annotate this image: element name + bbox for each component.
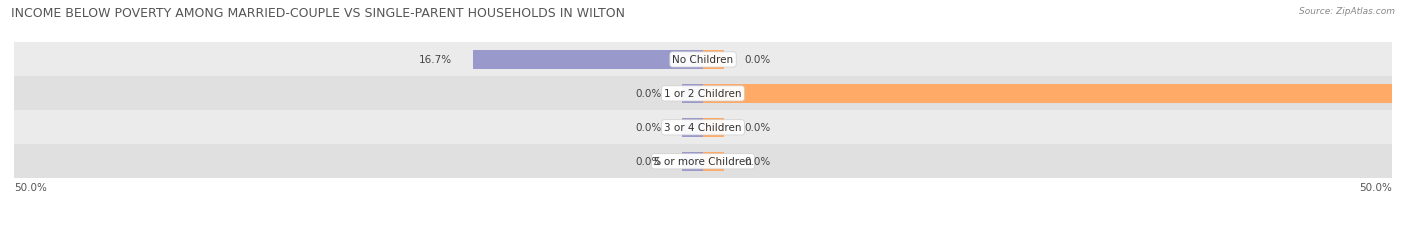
Text: 5 or more Children: 5 or more Children <box>654 157 752 167</box>
Text: 3 or 4 Children: 3 or 4 Children <box>664 123 742 133</box>
Text: 0.0%: 0.0% <box>636 123 662 133</box>
Text: 0.0%: 0.0% <box>744 55 770 65</box>
Text: 16.7%: 16.7% <box>419 55 453 65</box>
Text: INCOME BELOW POVERTY AMONG MARRIED-COUPLE VS SINGLE-PARENT HOUSEHOLDS IN WILTON: INCOME BELOW POVERTY AMONG MARRIED-COUPL… <box>11 7 626 20</box>
Text: 50.0%: 50.0% <box>14 182 46 192</box>
Text: 1 or 2 Children: 1 or 2 Children <box>664 89 742 99</box>
Bar <box>703 51 724 70</box>
Text: No Children: No Children <box>672 55 734 65</box>
Text: 50.0%: 50.0% <box>1360 182 1392 192</box>
Bar <box>14 77 1392 111</box>
Text: 0.0%: 0.0% <box>744 157 770 167</box>
Bar <box>682 85 703 103</box>
Bar <box>14 111 1392 145</box>
Text: 0.0%: 0.0% <box>636 157 662 167</box>
Bar <box>703 152 724 171</box>
Bar <box>682 152 703 171</box>
Bar <box>682 119 703 137</box>
Bar <box>703 85 1392 103</box>
Bar <box>14 145 1392 179</box>
Bar <box>14 43 1392 77</box>
Text: Source: ZipAtlas.com: Source: ZipAtlas.com <box>1299 7 1395 16</box>
Bar <box>472 51 703 70</box>
Bar <box>703 119 724 137</box>
Text: 0.0%: 0.0% <box>744 123 770 133</box>
Text: 0.0%: 0.0% <box>636 89 662 99</box>
